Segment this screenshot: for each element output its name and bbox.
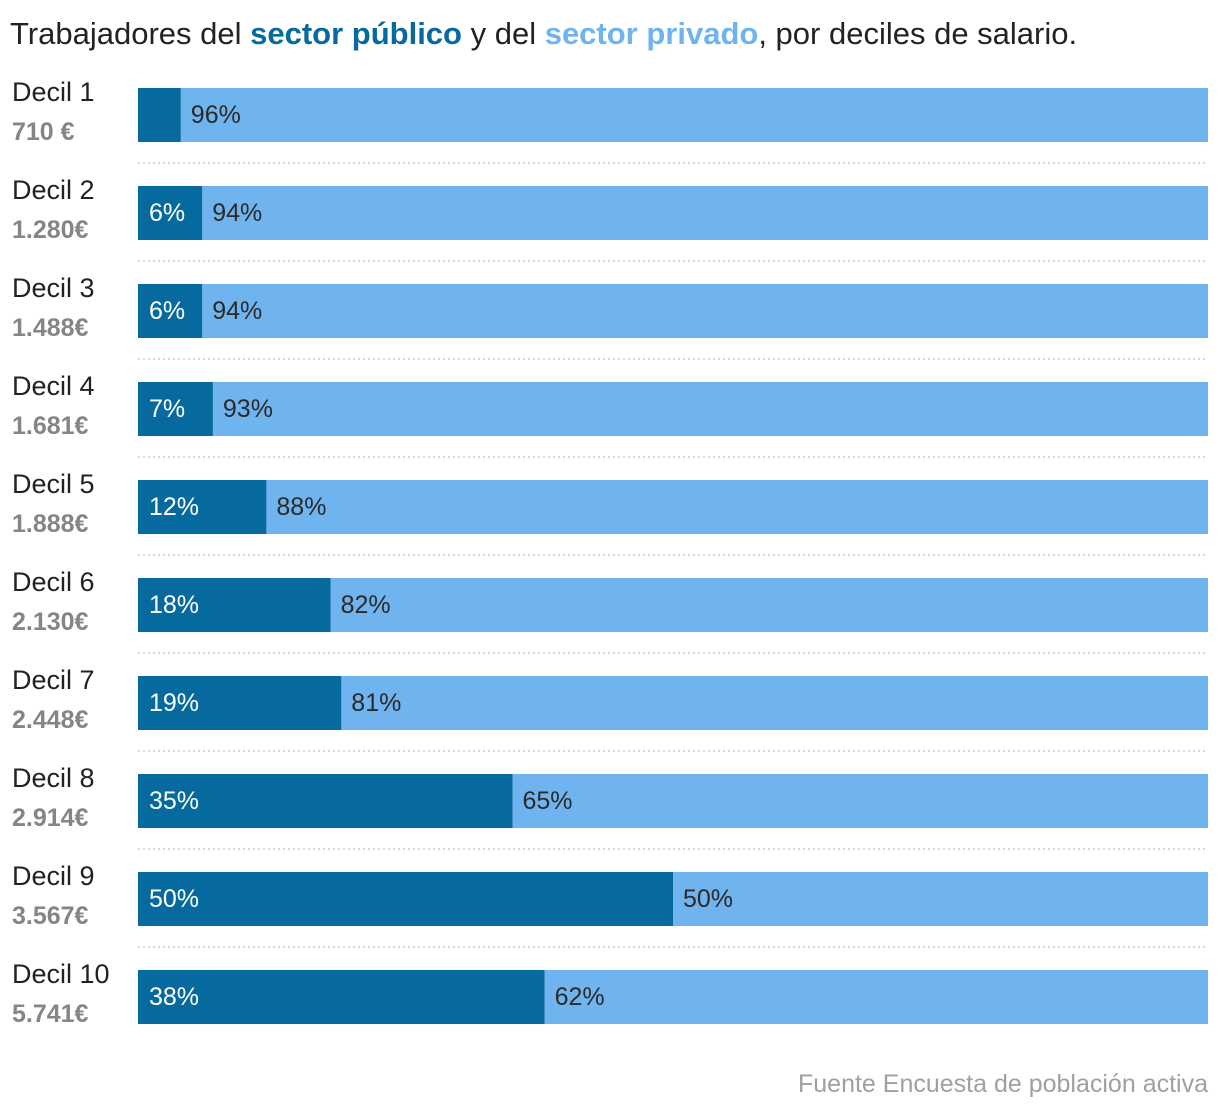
- value-label-private: 96%: [191, 101, 241, 129]
- value-label-private: 81%: [351, 689, 401, 717]
- bar-private-sector: [266, 480, 1208, 534]
- value-label-private: 62%: [555, 983, 605, 1011]
- decile-label: Decil 7: [12, 665, 95, 695]
- bar-private-sector: [512, 774, 1208, 828]
- bar-private-sector: [202, 186, 1208, 240]
- value-label-public: 12%: [149, 493, 199, 521]
- decile-label: Decil 6: [12, 567, 95, 597]
- value-label-public: 6%: [149, 199, 185, 227]
- title-post: , por deciles de salario.: [758, 16, 1078, 51]
- bar-public-sector: [138, 88, 181, 142]
- value-label-private: 93%: [223, 395, 273, 423]
- bar-private-sector: [330, 578, 1209, 632]
- source-note: Fuente Encuesta de población activa: [798, 1070, 1208, 1098]
- bar-public-sector: [138, 578, 331, 632]
- decile-salary: 2.448€: [12, 706, 89, 734]
- decile-salary: 1.488€: [12, 314, 89, 342]
- decile-salary: 2.130€: [12, 608, 89, 636]
- decile-label: Decil 5: [12, 469, 95, 499]
- value-label-private: 94%: [212, 297, 262, 325]
- bar-public-sector: [138, 970, 545, 1024]
- bar-public-sector: [138, 872, 673, 926]
- decile-label: Decil 1: [12, 77, 95, 107]
- bar-public-sector: [138, 284, 203, 338]
- value-label-public: 6%: [149, 297, 185, 325]
- decile-salary: 1.280€: [12, 216, 89, 244]
- decile-label: Decil 2: [12, 175, 95, 205]
- title-public-sector: sector público: [250, 16, 462, 51]
- value-label-private: 50%: [683, 885, 733, 913]
- bar-private-sector: [673, 872, 1208, 926]
- decile-salary: 3.567€: [12, 902, 89, 930]
- value-label-private: 65%: [523, 787, 573, 815]
- value-label-public: 19%: [149, 689, 199, 717]
- decile-label: Decil 9: [12, 861, 95, 891]
- value-label-private: 94%: [212, 199, 262, 227]
- title-pre: Trabajadores del: [10, 16, 251, 51]
- value-label-public: 35%: [149, 787, 199, 815]
- value-label-public: 18%: [149, 591, 199, 619]
- bar-private-sector: [202, 284, 1208, 338]
- stacked-bar-chart: Decil 1 710 € 96% Decil 2 1.280€ 6% 94% Decil 3…: [12, 77, 1209, 1028]
- decile-salary: 710 €: [12, 118, 75, 146]
- bar-public-sector: [138, 382, 213, 436]
- chart-title: Trabajadores del sector público y del se…: [10, 12, 1210, 56]
- value-label-public: 38%: [149, 983, 199, 1011]
- decile-salary: 1.681€: [12, 412, 89, 440]
- title-mid: y del: [461, 16, 545, 51]
- title-private-sector: sector privado: [544, 16, 759, 51]
- decile-label: Decil 8: [12, 763, 95, 793]
- decile-salary: 2.914€: [12, 804, 89, 832]
- bar-private-sector: [212, 382, 1208, 436]
- value-label-private: 88%: [276, 493, 326, 521]
- bar-private-sector: [341, 676, 1208, 730]
- decile-salary: 1.888€: [12, 510, 89, 538]
- decile-label: Decil 4: [12, 371, 95, 401]
- value-label-public: 50%: [149, 885, 199, 913]
- decile-salary: 5.741€: [12, 1000, 89, 1028]
- value-label-private: 82%: [341, 591, 391, 619]
- value-label-public: 7%: [149, 395, 185, 423]
- bar-public-sector: [138, 186, 203, 240]
- bar-private-sector: [180, 88, 1208, 142]
- decile-label: Decil 10: [12, 959, 110, 989]
- bar-private-sector: [544, 970, 1208, 1024]
- decile-label: Decil 3: [12, 273, 95, 303]
- bar-public-sector: [138, 480, 267, 534]
- bar-public-sector: [138, 774, 513, 828]
- bar-public-sector: [138, 676, 342, 730]
